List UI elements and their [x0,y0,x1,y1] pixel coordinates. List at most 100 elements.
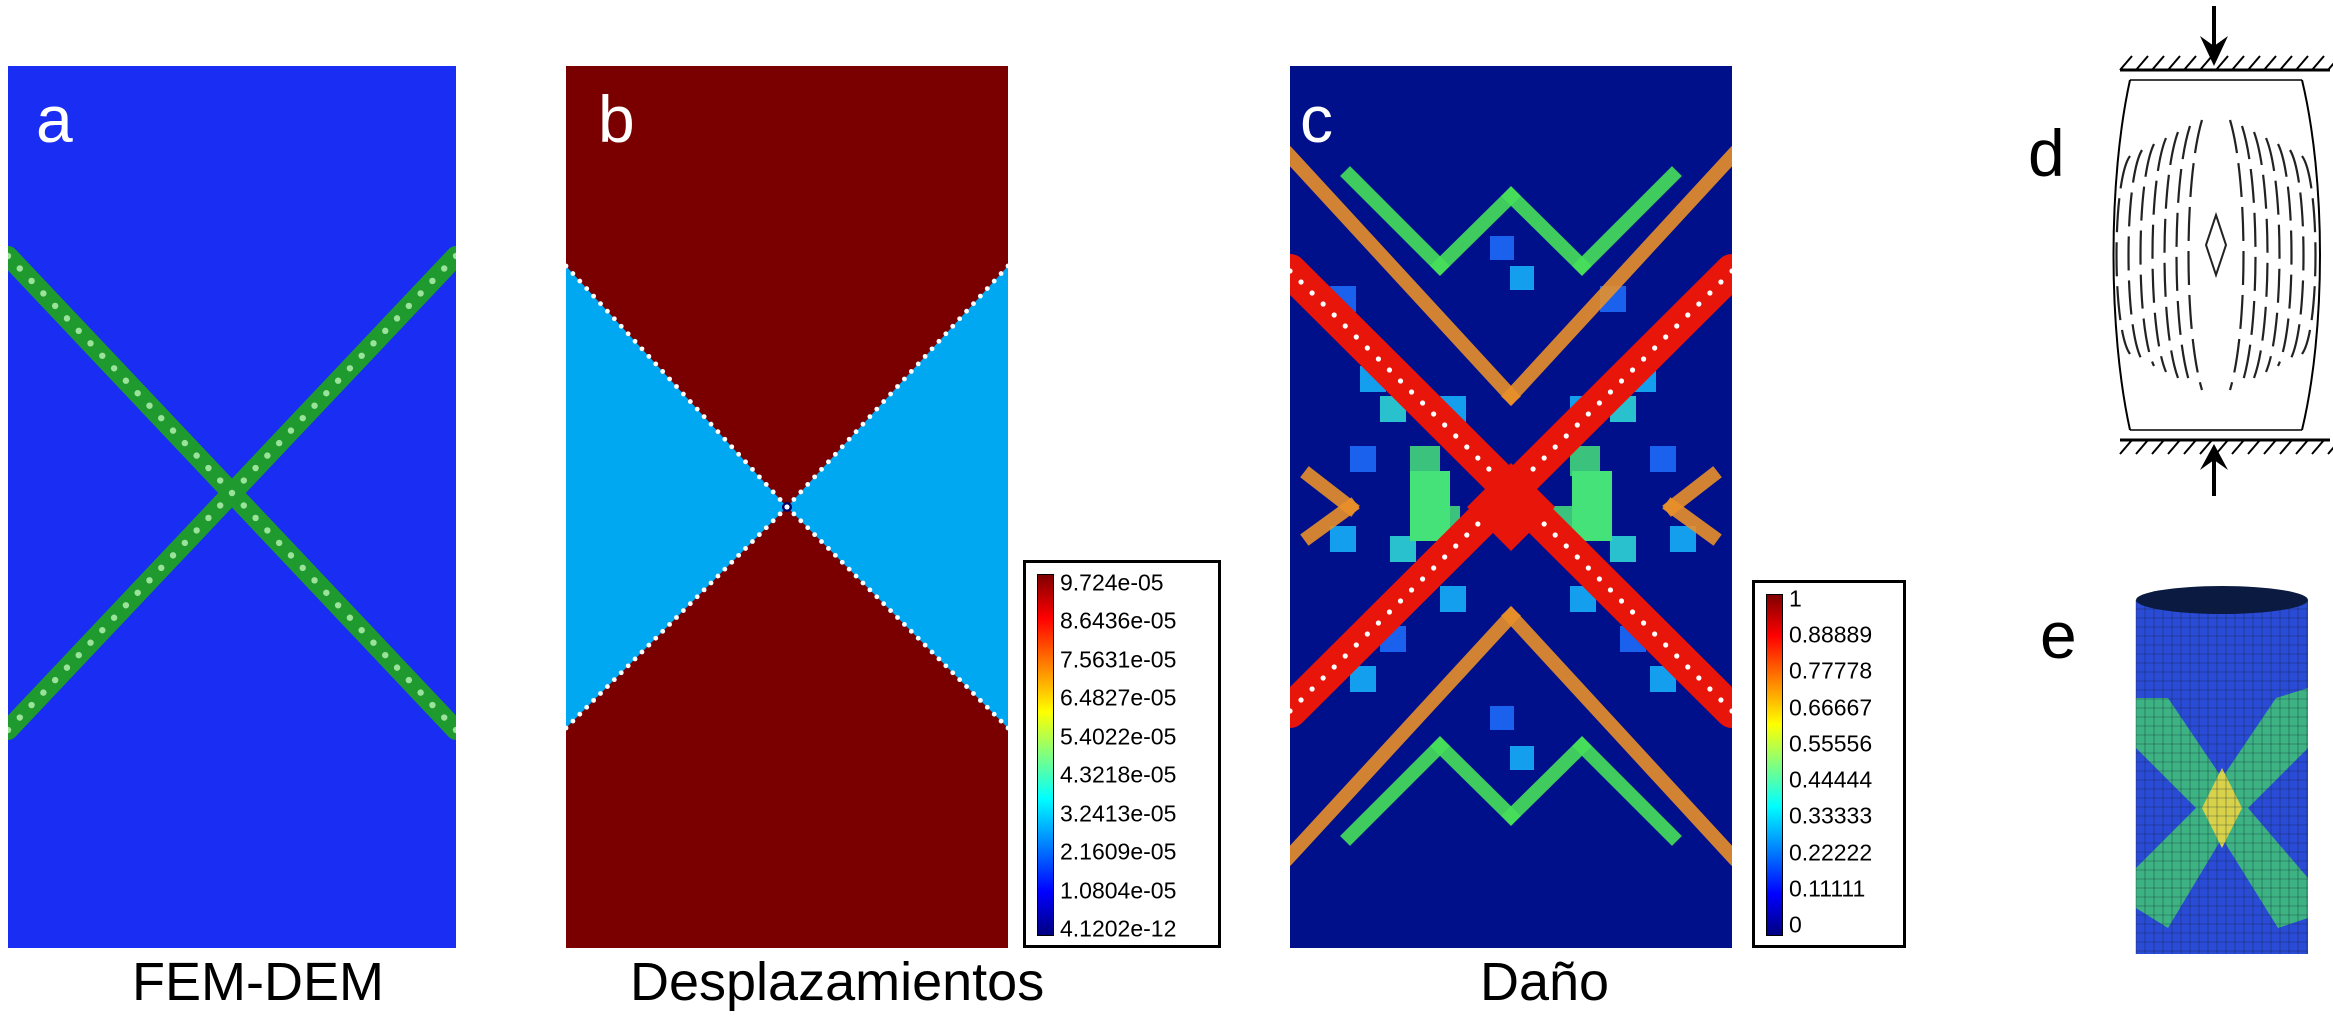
colorbar-tick-label: 0.22222 [1789,839,1873,866]
crack-particle [1453,433,1459,439]
hatch-mark [2135,55,2149,71]
colorbar-tick-label: 7.5631e-05 [1060,646,1177,673]
crack-particle [687,601,693,607]
crack-particle [323,390,330,397]
crack-line [2252,131,2269,379]
crack-particle [1331,312,1337,318]
crack-particle [358,352,365,359]
crack-particle [275,539,283,547]
crack-particle [722,436,728,442]
crack-particle [393,315,401,322]
crack-particle [1563,433,1569,439]
crack-particle [99,627,106,634]
crack-particle [936,338,942,344]
hatch-mark [2295,439,2309,455]
crack-particle [971,301,976,307]
crack-particle [16,714,23,721]
hatch-mark [2215,55,2229,71]
crack-particle [715,573,721,579]
panel-d-crack-sketch [2090,0,2333,500]
crack-particle [1552,444,1558,450]
crack-particle [1364,345,1370,351]
crack-particle [805,482,811,487]
crack-particle [452,252,456,260]
crack-particle [169,552,177,559]
crack-particle [867,414,873,420]
crack-particle [853,573,859,579]
shear-zone-core [2202,768,2242,848]
panel-a-fem-dem: a [8,66,456,948]
crack-particle [839,444,845,450]
hatch-mark [2199,439,2213,455]
crack-particle [51,302,59,310]
crack-particle [146,402,153,409]
crack-particle [964,684,969,689]
crack-line [2127,149,2143,361]
crack-particle [701,414,707,420]
crack-particle [591,293,597,299]
caption-displacements: Desplazamientos [630,952,1045,1012]
crack-particle [860,421,866,427]
crack-particle [134,589,141,596]
damage-cell [1510,266,1534,290]
crack-line [2151,137,2168,373]
crack-particle [217,502,224,509]
crack-particle [895,384,900,389]
damage-center [1467,463,1555,551]
colorbar-tick-label: 0.88889 [1789,621,1873,648]
crack-particle [1718,279,1724,285]
cylinder-damage-model [2135,586,2308,954]
hatch-mark [2327,446,2333,455]
crack-particle [1475,455,1481,461]
crack-particle [169,427,177,434]
panel-b-displacements: b [566,66,1008,948]
colorbar-tick-label: 0.55556 [1789,730,1873,757]
damage-band-secondary [1430,736,1521,826]
crack-particle [205,464,212,472]
crack-particle [625,331,631,337]
crack-particle [252,514,259,522]
crack-particle [977,293,983,299]
crack-particle [667,376,672,382]
crack-particle [1607,587,1614,593]
crack-particle [1574,422,1580,428]
crack-particle [881,399,887,404]
crack-particle [217,477,224,484]
crack-particle [311,402,318,409]
region-right [787,266,1008,728]
crack-particle [611,316,617,322]
crack-particle [1320,675,1326,681]
damage-band-secondary [1340,166,1450,276]
crack-particle [674,384,679,389]
crack-line [2277,143,2293,367]
crack-particle [791,497,797,502]
crack-line [2163,131,2180,379]
damage-band-secondary [1501,606,1732,866]
crack-particle [146,577,153,584]
crack-particle [584,704,590,710]
crack-particle [346,365,354,372]
crack-particle [240,502,247,509]
crack-particle [1309,290,1315,296]
crack-particle [867,587,873,593]
crack-particle [1342,323,1348,329]
crack-particle [8,252,12,260]
crack-particle [674,615,679,620]
crack-particle [63,664,71,671]
crack-pattern-sketch [2112,6,2333,496]
damage-cell [1510,746,1534,770]
crack-particle [1696,301,1702,307]
crack-particle [429,277,436,285]
crack-particle [1375,356,1381,362]
damage-cell [1490,236,1514,260]
crack-particle [346,614,354,621]
crack-particle [441,265,448,272]
crack-particle [874,594,880,600]
crack-particle [205,514,212,522]
damage-patch [1572,471,1612,541]
crack-particle [715,429,721,435]
crack-particle [750,466,755,472]
crack-particle [1641,356,1647,362]
damage-cell [1350,446,1376,472]
crack-particle [1353,334,1359,340]
